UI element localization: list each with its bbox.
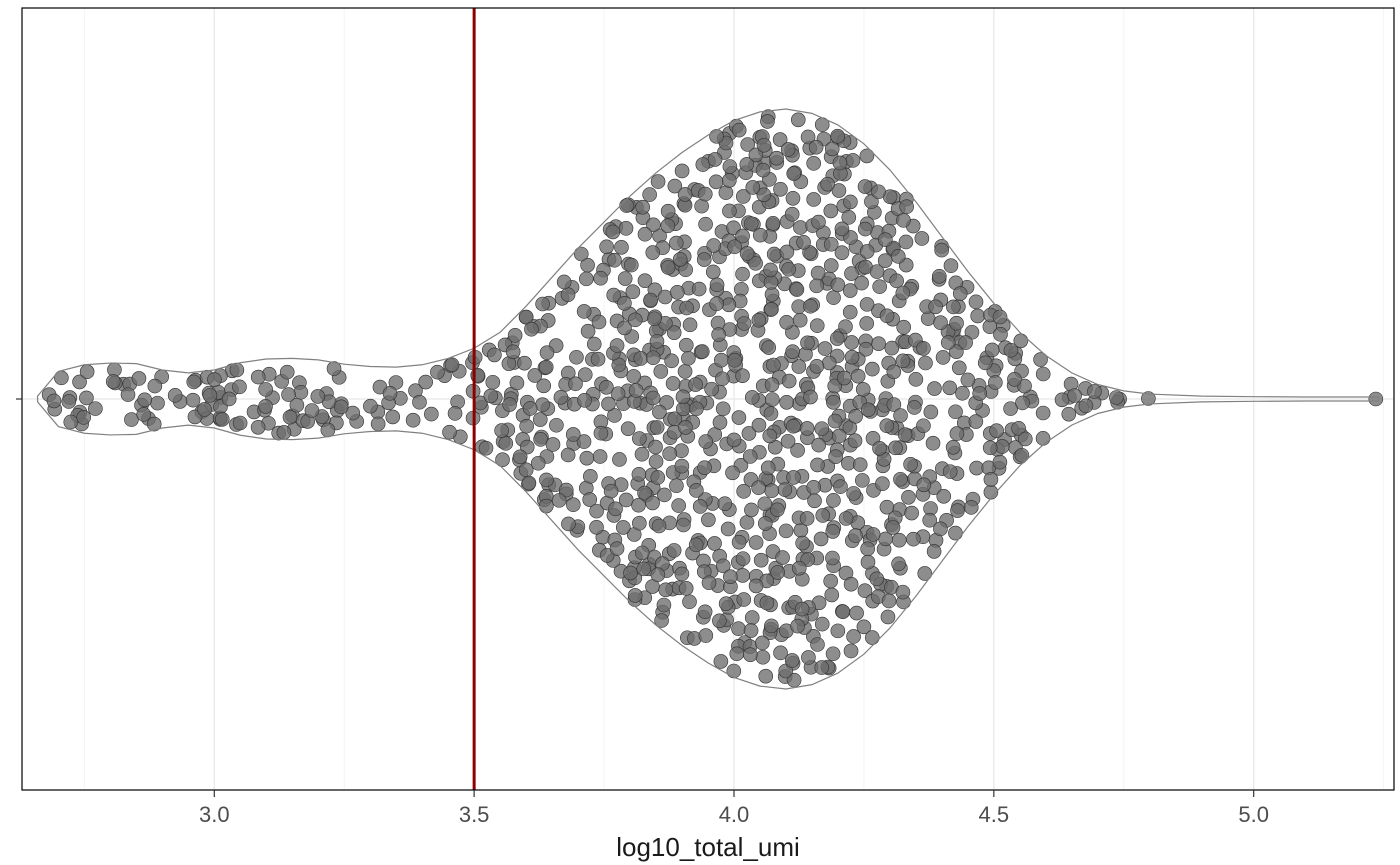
x-tick-label: 5.0 (1238, 802, 1269, 827)
x-tick-label: 4.0 (719, 802, 750, 827)
x-axis-title: log10_total_umi (616, 832, 800, 862)
chart-svg: 3.0 3.5 4.0 4.5 5.0 log10_total_umi (0, 0, 1400, 865)
x-tick-label: 4.5 (979, 802, 1010, 827)
x-tick-label: 3.0 (199, 802, 230, 827)
violin-chart: 3.0 3.5 4.0 4.5 5.0 log10_total_umi (0, 0, 1400, 865)
x-tick-label: 3.5 (459, 802, 490, 827)
